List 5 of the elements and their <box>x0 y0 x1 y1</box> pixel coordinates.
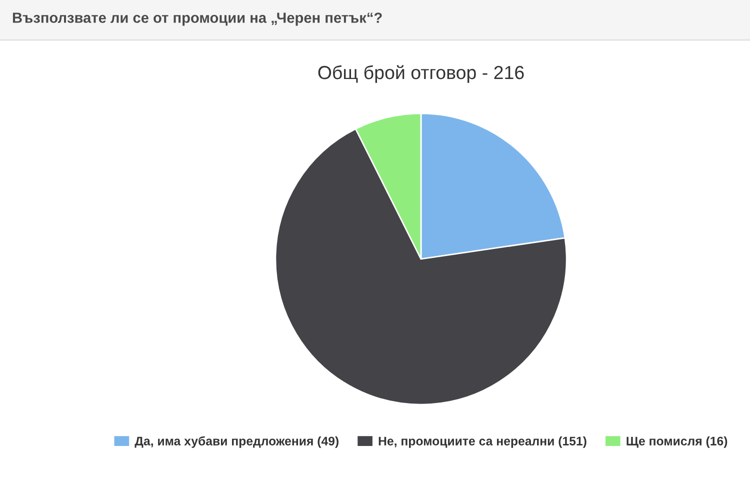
legend-label: Ще помисля (16) <box>626 436 728 448</box>
chart-subtitle: Общ брой отговор - 216 <box>318 65 524 83</box>
legend-label: Да, има хубави предложения (49) <box>134 436 338 448</box>
legend-label: Не, промоциите са нереални (151) <box>378 436 586 448</box>
chart-title: Възползвате ли се от промоции на „Черен петък“? <box>12 12 382 26</box>
